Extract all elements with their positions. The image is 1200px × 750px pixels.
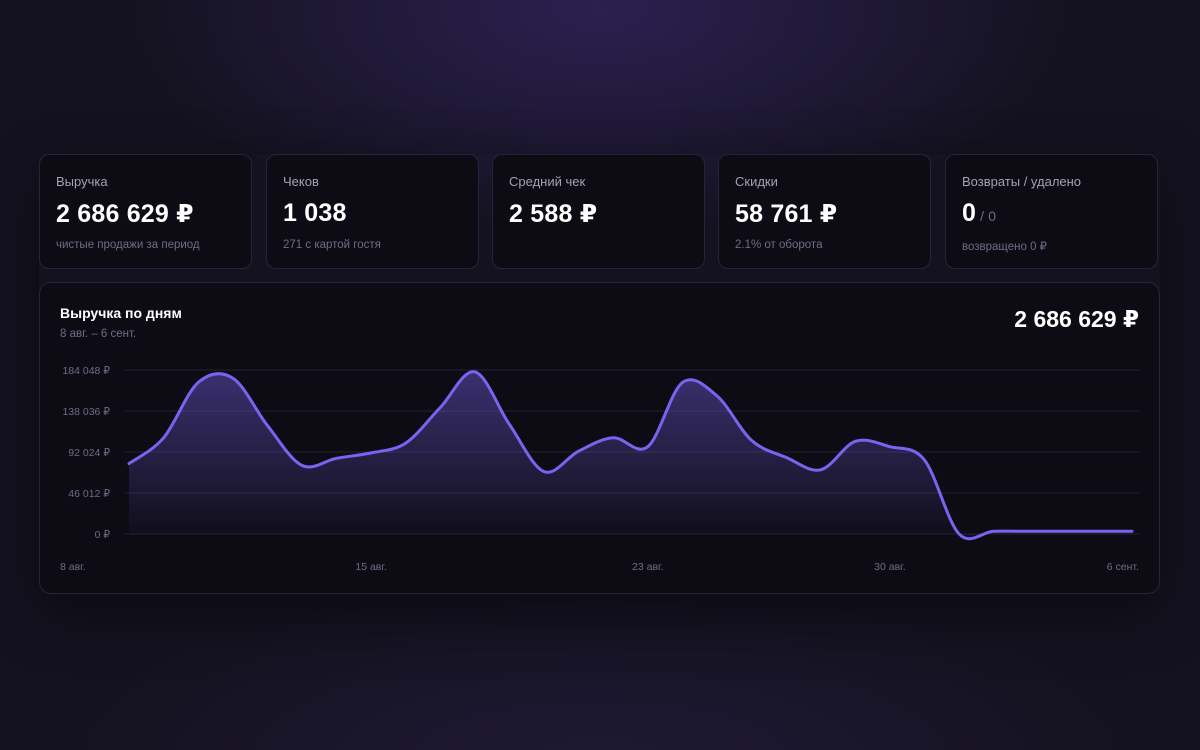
kpi-label: Средний чек <box>509 174 586 189</box>
data-point[interactable] <box>158 432 170 444</box>
data-point[interactable] <box>676 377 688 389</box>
kpi-label: Чеков <box>283 174 319 189</box>
kpi-row: Выручка 2 686 629 ₽ чистые продажи за пе… <box>39 154 1160 271</box>
data-point[interactable] <box>331 452 343 464</box>
kpi-label: Скидки <box>735 174 778 189</box>
kpi-card-checks[interactable]: Чеков 1 038 271 с картой гостя <box>266 154 479 269</box>
kpi-hint: возвращено 0 ₽ <box>962 241 1047 253</box>
x-tick-label: 23 авг. <box>632 561 663 573</box>
kpi-value-main: 2 686 629 ₽ <box>56 200 194 228</box>
data-point[interactable] <box>573 445 585 457</box>
kpi-label: Возвраты / удалено <box>962 174 1082 189</box>
kpi-value: 1 038 <box>283 199 347 228</box>
data-point[interactable] <box>365 447 377 459</box>
chart-y-axis: 0 ₽ 46 012 ₽ 92 024 ₽ 138 036 ₽ 184 048 ₽ <box>62 365 110 541</box>
data-point[interactable] <box>1022 525 1034 537</box>
data-point[interactable] <box>1057 525 1069 537</box>
data-point[interactable] <box>953 528 965 540</box>
kpi-value: 2 686 629 ₽ <box>56 199 194 229</box>
data-point[interactable] <box>469 366 481 378</box>
data-point[interactable] <box>988 525 1000 537</box>
kpi-hint: 271 с картой гостя <box>283 239 381 251</box>
data-point[interactable] <box>538 466 550 478</box>
kpi-value-main: 0 <box>962 199 977 227</box>
data-point[interactable] <box>642 441 654 453</box>
data-point[interactable] <box>884 441 896 453</box>
data-point[interactable] <box>780 451 792 463</box>
data-point[interactable] <box>607 432 619 444</box>
kpi-hint: 2.1% от оборота <box>735 239 823 251</box>
x-tick-label: 8 авг. <box>60 561 86 573</box>
kpi-card-revenue[interactable]: Выручка 2 686 629 ₽ чистые продажи за пе… <box>39 154 252 269</box>
data-point[interactable] <box>261 419 273 431</box>
data-point[interactable] <box>849 435 861 447</box>
data-point[interactable] <box>227 372 239 384</box>
chart-date-range: 8 авг. – 6 сент. <box>60 328 137 340</box>
data-point[interactable] <box>296 459 308 471</box>
data-point[interactable] <box>919 454 931 466</box>
chart-total-value: 2 686 629 ₽ <box>1014 306 1139 332</box>
data-point[interactable] <box>711 390 723 402</box>
kpi-value-main: 2 588 ₽ <box>509 200 598 228</box>
x-tick-label: 15 авг. <box>355 561 386 573</box>
kpi-value-suffix: / 0 <box>980 208 997 224</box>
y-tick-label: 46 012 ₽ <box>68 488 110 500</box>
revenue-chart-card: Выручка по дням 8 авг. – 6 сент. 2 686 6… <box>39 282 1160 594</box>
y-tick-label: 0 ₽ <box>95 529 111 541</box>
data-point[interactable] <box>746 434 758 446</box>
data-point[interactable] <box>192 377 204 389</box>
kpi-card-average-check[interactable]: Средний чек 2 588 ₽ <box>492 154 705 269</box>
kpi-value: 0/ 0 <box>962 199 996 228</box>
x-tick-label: 30 авг. <box>874 561 905 573</box>
chart-x-axis: 8 авг. 15 авг. 23 авг. 30 авг. 6 сент. <box>60 561 1139 573</box>
kpi-value-main: 58 761 ₽ <box>735 200 838 228</box>
data-point[interactable] <box>1126 525 1138 537</box>
kpi-value: 2 588 ₽ <box>509 199 597 229</box>
chart-series <box>123 366 1138 541</box>
data-point[interactable] <box>400 437 412 449</box>
kpi-value-main: 1 038 <box>283 199 347 227</box>
data-point[interactable] <box>1091 525 1103 537</box>
data-point[interactable] <box>123 458 135 470</box>
kpi-card-returns[interactable]: Возвраты / удалено 0/ 0 возвращено 0 ₽ <box>945 154 1158 269</box>
revenue-area <box>129 371 1132 539</box>
revenue-line <box>127 370 1134 541</box>
data-point[interactable] <box>503 418 515 430</box>
sales-dashboard: Выручка 2 686 629 ₽ чистые продажи за пе… <box>39 154 1160 594</box>
y-tick-label: 138 036 ₽ <box>62 406 110 418</box>
kpi-card-discounts[interactable]: Скидки 58 761 ₽ 2.1% от оборота <box>718 154 931 269</box>
x-tick-label: 6 сент. <box>1107 561 1139 573</box>
kpi-label: Выручка <box>56 174 108 189</box>
kpi-value: 58 761 ₽ <box>735 199 837 229</box>
kpi-hint: чистые продажи за период <box>56 239 200 251</box>
revenue-chart[interactable]: 0 ₽ 46 012 ₽ 92 024 ₽ 138 036 ₽ 184 048 ₽ 8 … <box>40 283 1159 593</box>
data-point[interactable] <box>815 464 827 476</box>
y-tick-label: 184 048 ₽ <box>62 365 110 377</box>
y-tick-label: 92 024 ₽ <box>68 447 110 459</box>
data-point[interactable] <box>434 402 446 414</box>
chart-title: Выручка по дням <box>60 305 182 321</box>
